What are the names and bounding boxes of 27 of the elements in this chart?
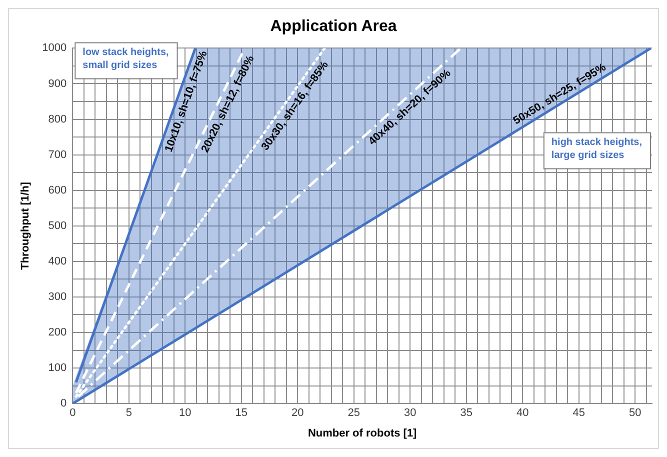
y-tick-label: 100 — [48, 362, 67, 374]
x-tick-label: 50 — [629, 407, 642, 420]
y-tick-label: 500 — [48, 220, 67, 232]
x-axis-title: Number of robots [1] — [308, 427, 418, 440]
y-tick-label: 200 — [48, 326, 67, 339]
y-tick-label: 400 — [48, 255, 67, 268]
x-tick-label: 25 — [348, 407, 360, 420]
x-tick-label: 0 — [70, 407, 76, 420]
y-tick-label: 300 — [48, 291, 67, 304]
x-tick-label: 35 — [460, 407, 473, 420]
y-tick-label: 0 — [60, 398, 67, 410]
y-tick-label: 1000 — [42, 42, 67, 54]
x-tick-label: 20 — [292, 407, 304, 420]
chart-title: Application Area — [270, 18, 397, 36]
y-tick-label: 900 — [48, 78, 67, 90]
x-tick-label: 10 — [179, 407, 192, 420]
annotation: low stack heights, small grid sizes — [82, 46, 170, 71]
x-tick-label: 40 — [516, 407, 529, 420]
y-tick-label: 600 — [48, 184, 67, 196]
annotation: high stack heights, large grid sizes — [551, 136, 642, 161]
x-tick-label: 5 — [126, 407, 132, 420]
x-tick-label: 15 — [235, 407, 248, 420]
y-tick-label: 800 — [48, 113, 67, 126]
x-tick-label: 45 — [572, 407, 586, 420]
y-tick-label: 700 — [48, 148, 67, 161]
x-tick-label: 30 — [404, 407, 416, 420]
y-axis-title: Throughput [1/h] — [20, 182, 32, 270]
